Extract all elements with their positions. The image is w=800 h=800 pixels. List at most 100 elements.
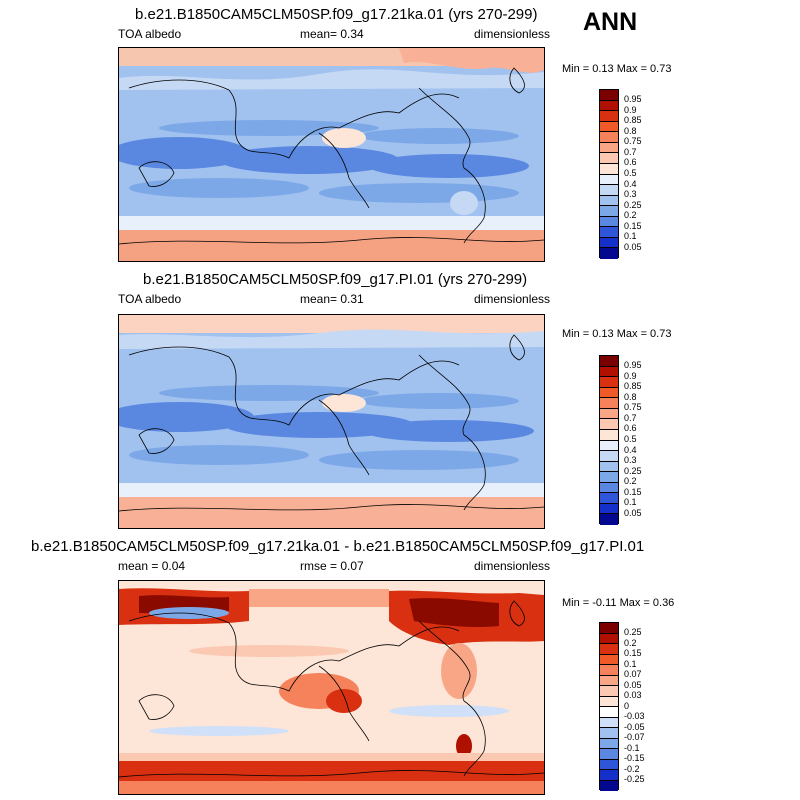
colorbar-swatch [600, 398, 618, 409]
colorbar-tick-label: 0.5 [624, 168, 637, 178]
colorbar-tick-label: 0.75 [624, 402, 642, 413]
colorbar-swatch [600, 121, 618, 133]
units-label: dimensionless [474, 27, 551, 41]
colorbar-swatch [600, 686, 618, 697]
colorbar-tick-label: 0.2 [624, 637, 637, 648]
colorbar-tick-label: 0.05 [624, 507, 642, 518]
colorbar-tick-label: 0.1 [624, 658, 637, 669]
colorbar-swatch [600, 654, 618, 665]
colorbar-tick-label: 0.4 [624, 178, 637, 189]
colorbar-tick-label: 0.25 [624, 199, 642, 210]
colorbar-swatch [600, 728, 618, 739]
colorbar-swatch [600, 780, 618, 791]
colorbar-tick-label: 0.05 [624, 241, 642, 252]
colorbar-tick-label: -0.25 [624, 774, 645, 784]
colorbar-tick-label: -0.07 [624, 732, 645, 742]
colorbar-swatch [600, 514, 618, 525]
colorbar-swatch [600, 644, 618, 655]
colorbar-tick-label: 0.6 [624, 157, 637, 168]
colorbar-tick-label: 0.95 [624, 360, 642, 371]
colorbar-tick-label: 0.07 [624, 669, 642, 679]
colorbar-swatch [600, 142, 618, 154]
colorbar [599, 622, 619, 791]
colorbar [599, 355, 619, 525]
colorbar-swatch [600, 163, 618, 175]
colorbar-swatch [600, 195, 618, 207]
colorbar-swatch [600, 206, 618, 217]
colorbar-tick-label: -0.2 [624, 763, 640, 774]
colorbar-tick-label: 0.9 [624, 370, 637, 381]
colorbar-swatch [600, 738, 618, 749]
colorbar-tick-label: 0.03 [624, 690, 642, 700]
colorbar-swatch [600, 216, 618, 228]
colorbar-swatch [600, 665, 618, 676]
colorbar-swatch [600, 482, 618, 494]
map-panel-1 [118, 47, 545, 262]
colorbar-swatch [600, 377, 618, 388]
colorbar-swatch [600, 111, 618, 122]
colorbar-tick-label: -0.05 [624, 721, 645, 732]
colorbar-swatch [600, 696, 618, 707]
colorbar-tick-label: 0.3 [624, 455, 637, 466]
colorbar-tick-label: 0.15 [624, 486, 642, 497]
colorbar-swatch [600, 675, 618, 686]
colorbar-swatch [600, 707, 618, 718]
variable-label: TOA albedo [118, 27, 182, 41]
min-max-label: Min = -0.11 Max = 0.36 [562, 597, 675, 609]
colorbar-tick-label: 0.25 [624, 465, 642, 476]
colorbar-tick-label: 0.85 [624, 381, 642, 392]
colorbar-tick-label: 0.3 [624, 189, 637, 200]
colorbar-tick-label: 0.9 [624, 104, 637, 115]
colorbar-tick-label: 0.1 [624, 497, 637, 508]
colorbar-tick-label: -0.03 [624, 711, 645, 721]
colorbar-swatch [600, 440, 618, 452]
colorbar-swatch [600, 770, 618, 781]
variable-label: TOA albedo [118, 292, 182, 306]
colorbar-tick-label: 0.4 [624, 444, 637, 455]
colorbar-swatch [600, 366, 618, 378]
colorbar-swatch [600, 153, 618, 164]
colorbar-tick-label: 0 [624, 700, 630, 711]
min-max-label: Min = 0.13 Max = 0.73 [562, 328, 672, 340]
colorbar-swatch [600, 493, 618, 504]
panel-title: b.e21.B1850CAM5CLM50SP.f09_g17.21ka.01 -… [31, 538, 645, 555]
panel-title: b.e21.B1850CAM5CLM50SP.f09_g17.21ka.01 (… [135, 6, 538, 23]
mean-label: mean= 0.31 [300, 292, 364, 306]
colorbar-tick-label: 0.6 [624, 423, 637, 434]
rmse-label: rmse = 0.07 [300, 559, 364, 573]
colorbar-swatch [600, 717, 618, 728]
colorbar-tick-label: 0.5 [624, 434, 637, 444]
map-panel-2 [118, 314, 545, 529]
colorbar-tick-label: 0.05 [624, 679, 642, 690]
colorbar-swatch [600, 227, 618, 238]
colorbar-tick-label: 0.2 [624, 210, 637, 221]
units-label: dimensionless [474, 292, 551, 306]
colorbar-tick-label: 0.8 [624, 125, 637, 136]
colorbar-swatch [600, 759, 618, 770]
colorbar-swatch [600, 237, 618, 249]
colorbar [599, 89, 619, 259]
colorbar-tick-label: 0.15 [624, 220, 642, 231]
colorbar-tick-label: 0.8 [624, 391, 637, 402]
colorbar-swatch [600, 472, 618, 483]
colorbar-swatch [600, 451, 618, 462]
colorbar-swatch [600, 749, 618, 760]
colorbar-swatch [600, 429, 618, 441]
colorbar-swatch [600, 503, 618, 515]
map-panel-3 [118, 580, 545, 795]
colorbar-tick-label: 0.2 [624, 476, 637, 487]
colorbar-tick-label: 0.7 [624, 146, 637, 157]
mean-label: mean = 0.04 [118, 559, 186, 573]
colorbar-tick-label: 0.7 [624, 412, 637, 423]
colorbar-swatch [600, 356, 618, 367]
colorbar-tick-label: -0.15 [624, 753, 645, 763]
colorbar-swatch [600, 100, 618, 112]
panel-title: b.e21.B1850CAM5CLM50SP.f09_g17.PI.01 (yr… [143, 271, 528, 288]
units-label: dimensionless [474, 559, 551, 573]
colorbar-swatch [600, 387, 618, 399]
colorbar-tick-label: 0.15 [624, 648, 642, 658]
colorbar-swatch [600, 419, 618, 430]
colorbar-swatch [600, 461, 618, 473]
colorbar-tick-label: -0.1 [624, 742, 640, 753]
colorbar-swatch [600, 408, 618, 420]
